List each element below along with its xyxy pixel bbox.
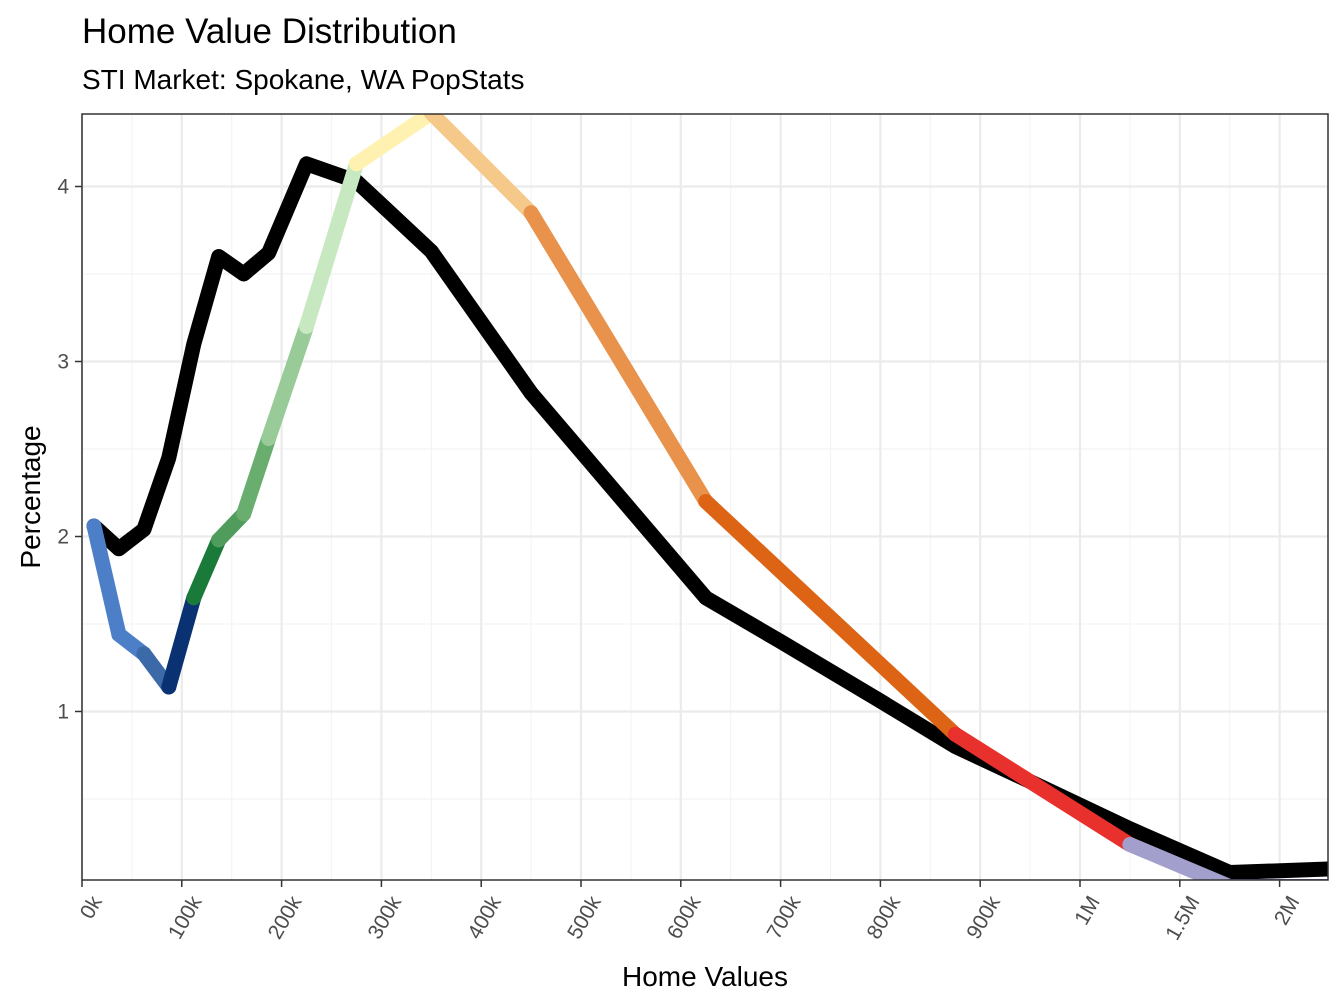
y-axis: 1 2 3 4 <box>57 176 82 724</box>
x-tick-label: 700k <box>763 892 806 943</box>
series-segment-colored <box>86 518 127 642</box>
series-segment-colored <box>299 156 364 334</box>
series-segment-colored <box>261 319 314 446</box>
series-clip-group <box>86 114 1328 880</box>
series-segment-colored <box>348 114 439 172</box>
y-tick-label: 3 <box>57 351 69 374</box>
x-tick-label: 800k <box>863 892 906 943</box>
y-tick-label: 4 <box>57 176 69 199</box>
series-layer <box>86 114 1328 880</box>
x-tick-label: 300k <box>364 892 407 943</box>
y-axis-title: Percentage <box>15 425 46 568</box>
series-segment-colored <box>161 590 202 695</box>
series-segment-colored <box>947 726 1138 852</box>
series-segment-colored <box>523 205 714 509</box>
x-axis-title: Home Values <box>622 961 788 992</box>
x-tick-label: 500k <box>563 892 606 943</box>
x-tick-label: 0k <box>76 892 107 923</box>
x-tick-label: 2M <box>1270 892 1305 929</box>
y-tick-label: 2 <box>57 526 69 549</box>
y-tick-label: 1 <box>57 701 69 724</box>
series-segment-colored <box>423 114 539 221</box>
x-tick-label: 1M <box>1070 892 1105 929</box>
series-segment-colored <box>698 494 963 742</box>
x-tick-label: 100k <box>164 892 207 943</box>
x-tick-label: 400k <box>463 892 506 943</box>
chart-subtitle: STI Market: Spokane, WA PopStats <box>82 64 525 95</box>
series-segment-colored <box>186 532 227 606</box>
x-tick-label: 600k <box>663 892 706 943</box>
x-tick-label: 200k <box>264 892 307 943</box>
x-axis: 0k 100k 200k 300k 400k 500k 600k 700k 800k 900k 1M… <box>76 880 1305 944</box>
x-tick-label: 900k <box>962 892 1005 943</box>
x-tick-label: 1.5M <box>1161 892 1204 944</box>
chart-title: Home Value Distribution <box>82 12 457 51</box>
series-segment-colored <box>236 431 277 522</box>
plot-panel-border <box>81 113 1329 881</box>
